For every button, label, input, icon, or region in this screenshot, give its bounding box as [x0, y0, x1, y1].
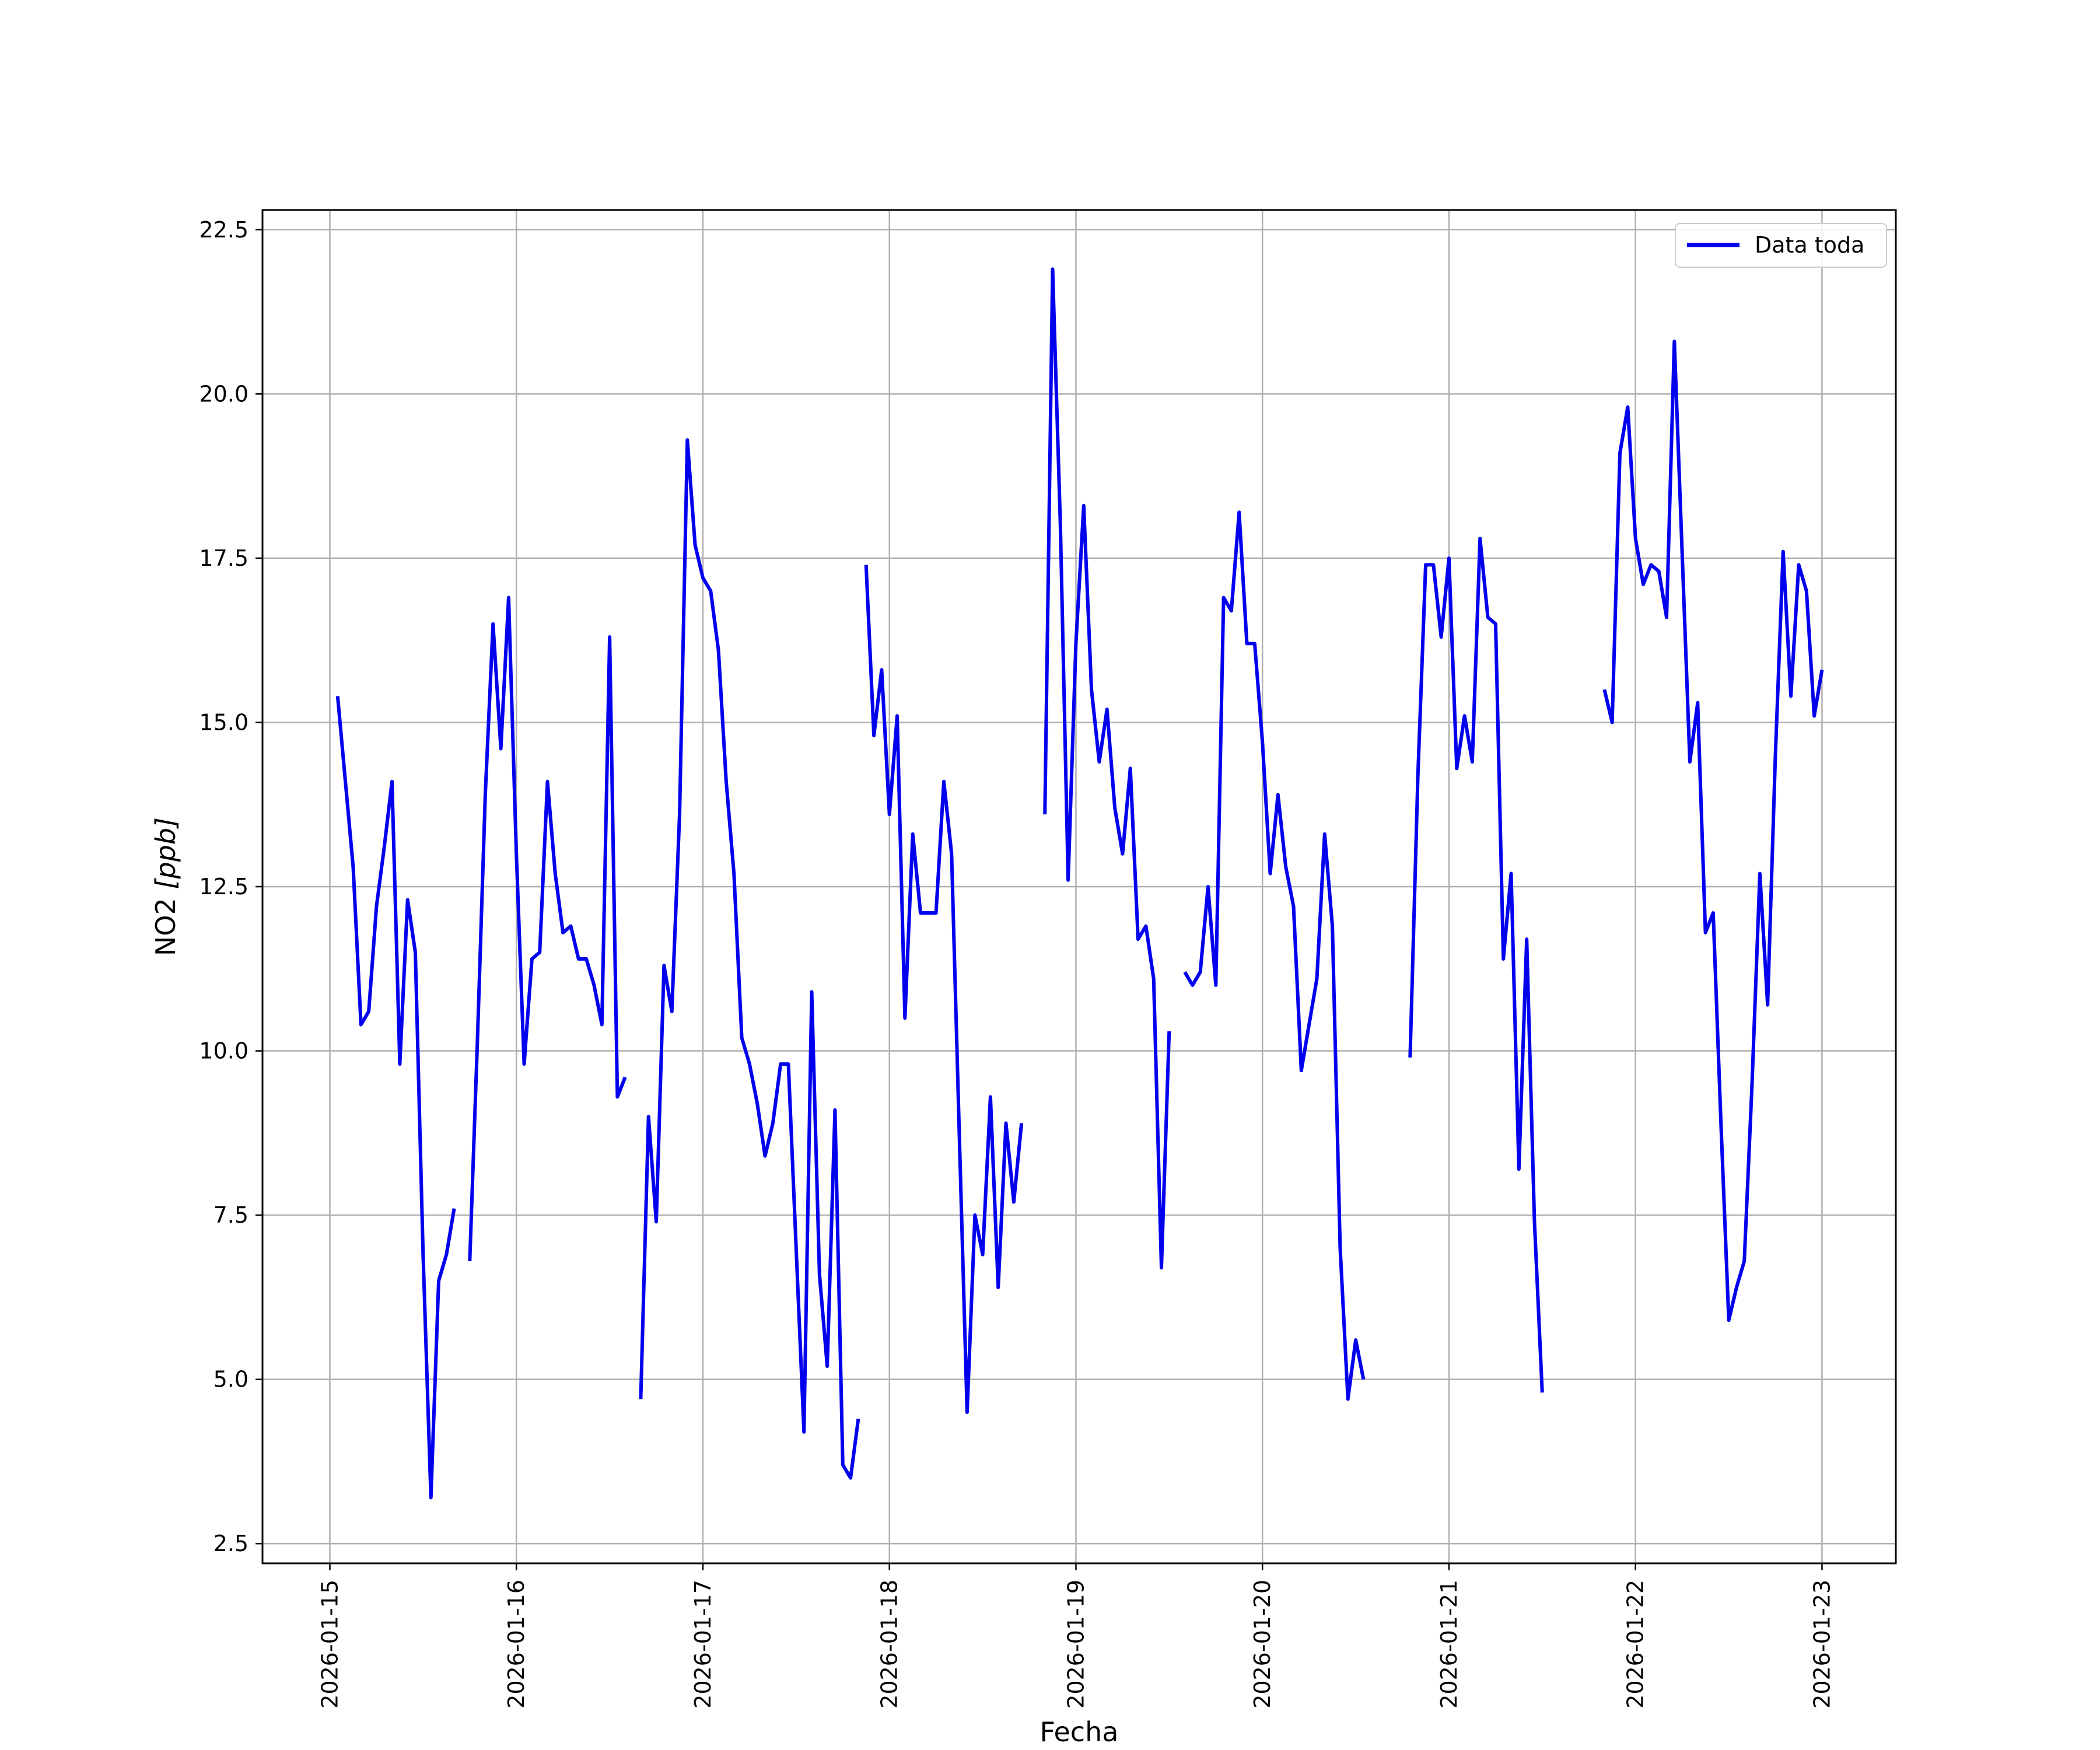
legend-label: Data toda: [1755, 232, 1864, 258]
series-line-segment: [335, 696, 456, 1500]
y-tick-label: 20.0: [199, 381, 249, 407]
y-axis-title-main: NO2: [150, 889, 181, 956]
series-line-segment: [1043, 267, 1171, 1270]
x-tick-label: 2026-01-18: [877, 1580, 902, 1709]
x-tick-label: 2026-01-22: [1623, 1580, 1648, 1709]
x-axis-title: Fecha: [1040, 1716, 1119, 1748]
y-axis-title: NO2 [ppb]: [150, 817, 181, 956]
y-axis-title-unit: [ppb]: [150, 817, 181, 890]
y-tick-label: 15.0: [199, 709, 249, 735]
y-tick-label: 7.5: [214, 1202, 249, 1228]
series-lines: [335, 267, 1824, 1500]
series-line-segment: [639, 438, 860, 1480]
grid: [262, 210, 1896, 1563]
x-tick-label: 2026-01-19: [1063, 1580, 1088, 1709]
plot-frame: [261, 209, 1897, 1564]
y-tick-label: 10.0: [199, 1038, 249, 1064]
series-line-segment: [1183, 510, 1366, 1401]
y-tick-label: 17.5: [199, 545, 249, 571]
x-tick-label: 2026-01-16: [503, 1580, 529, 1709]
series-line-segment: [864, 565, 1024, 1414]
x-tick-label: 2026-01-17: [690, 1580, 716, 1709]
series-line-segment: [1602, 340, 1824, 1322]
y-tick-label: 2.5: [214, 1531, 249, 1556]
y-tick-label: 12.5: [199, 874, 249, 900]
x-tick-label: 2026-01-23: [1809, 1580, 1835, 1709]
axis-ticks: 2026-01-15 2026-01-16 2026-01-17 2026-01-18…: [199, 217, 1835, 1709]
y-tick-label: 5.0: [214, 1367, 249, 1392]
legend: Data toda: [1675, 223, 1887, 268]
x-tick-label: 2026-01-21: [1436, 1580, 1462, 1709]
x-tick-label: 2026-01-15: [317, 1580, 342, 1709]
series-line-segment: [1408, 537, 1544, 1393]
x-tick-label: 2026-01-20: [1250, 1580, 1275, 1709]
legend-box: [1675, 223, 1887, 268]
y-tick-label: 22.5: [199, 217, 249, 243]
series-line-segment: [468, 596, 627, 1262]
